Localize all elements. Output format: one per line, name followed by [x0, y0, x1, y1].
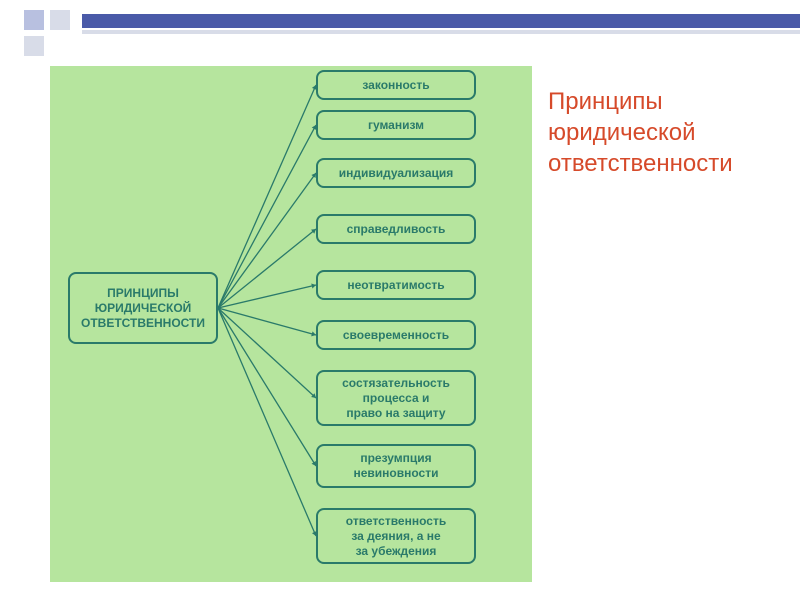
child-node: индивидуализация	[316, 158, 476, 188]
diagram-panel: ПРИНЦИПЫЮРИДИЧЕСКОЙОТВЕТСТВЕННОСТИ закон…	[50, 66, 532, 582]
child-node: состязательностьпроцесса иправо на защит…	[316, 370, 476, 426]
child-node: презумпцияневиновности	[316, 444, 476, 488]
child-node: гуманизм	[316, 110, 476, 140]
child-node: законность	[316, 70, 476, 100]
header-bar	[50, 10, 70, 30]
header-bar	[82, 30, 800, 34]
header-bar	[24, 36, 44, 56]
header-bar	[82, 14, 800, 28]
child-node: своевременность	[316, 320, 476, 350]
child-node: неотвратимость	[316, 270, 476, 300]
child-node: справедливость	[316, 214, 476, 244]
child-node: ответственностьза деяния, а неза убежден…	[316, 508, 476, 564]
header-bar	[24, 10, 44, 30]
slide-title: Принципы юридической ответственности	[548, 86, 778, 180]
root-node: ПРИНЦИПЫЮРИДИЧЕСКОЙОТВЕТСТВЕННОСТИ	[68, 272, 218, 344]
